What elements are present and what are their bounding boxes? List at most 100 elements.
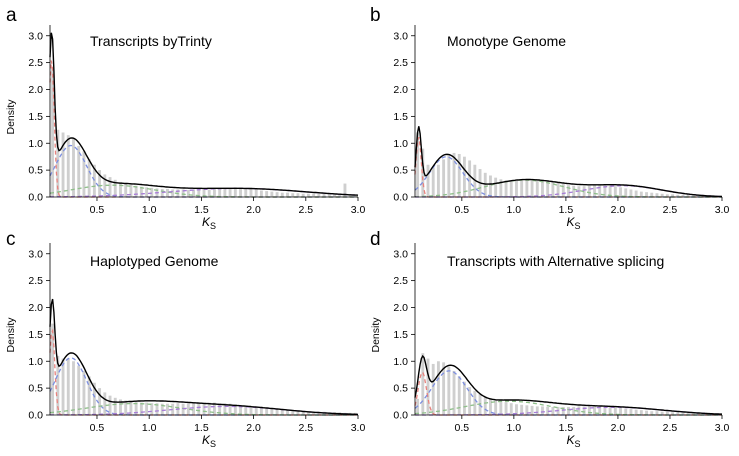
histogram-bar xyxy=(546,406,550,415)
histogram-bar xyxy=(598,185,602,197)
y-axis-label: Density xyxy=(5,99,17,135)
histogram-bar xyxy=(244,405,248,415)
y-tick-label: 1.0 xyxy=(393,356,408,368)
histogram-bar xyxy=(98,388,102,415)
histogram-bar xyxy=(280,410,284,415)
histogram-bar xyxy=(306,411,310,415)
y-tick-label: 2.5 xyxy=(28,57,43,69)
y-tick-label: 3.0 xyxy=(28,30,43,42)
histogram-bar xyxy=(426,164,430,197)
density-curve xyxy=(49,298,359,416)
histogram-bar xyxy=(119,399,122,415)
histogram-bar xyxy=(697,412,701,415)
histogram-bar xyxy=(572,185,576,197)
histogram-bar xyxy=(56,355,60,415)
histogram-bar xyxy=(291,193,295,197)
chart-title: Haplotyped Genome xyxy=(90,253,219,269)
histogram-bar xyxy=(333,194,336,197)
histogram-bar xyxy=(108,177,112,197)
y-tick-label: 1.0 xyxy=(393,138,408,150)
y-tick-label: 2.0 xyxy=(28,84,43,96)
histogram-bar xyxy=(535,179,539,197)
chart-title: Transcripts byTrinty xyxy=(90,33,212,49)
histogram-bar xyxy=(228,187,232,197)
histogram-bar xyxy=(598,406,602,415)
histogram-bar xyxy=(665,194,669,197)
histogram-bar xyxy=(87,159,91,197)
histogram-bar xyxy=(504,180,508,197)
histogram-bar xyxy=(587,406,591,415)
chart-panel-d: 0.0 0.5 1.0 1.5 2.0 2.5 3.0 0.5 1.0 1.5 2.0 2.5 3.0 K… xyxy=(370,229,729,449)
histogram-bar xyxy=(129,184,133,197)
histogram-bar xyxy=(655,193,659,197)
x-tick-label: 3.0 xyxy=(351,422,366,434)
y-tick-label: 2.0 xyxy=(393,302,408,314)
chart-panel-b: 0.0 0.5 1.0 1.5 2.0 2.5 3.0 0.5 1.0 1.5 2.0 2.5 3.0 K… xyxy=(370,5,729,231)
histogram-bar xyxy=(197,190,201,197)
histogram-bar xyxy=(61,358,65,415)
histogram-bar xyxy=(160,403,164,415)
histogram-bar xyxy=(483,396,487,415)
x-axis-label: KS xyxy=(566,215,580,231)
y-tick-label: 3.0 xyxy=(393,30,408,42)
x-tick-label: 0.5 xyxy=(455,422,470,434)
histogram-bar xyxy=(61,132,65,197)
histogram-bar xyxy=(593,185,596,197)
histogram-bar xyxy=(213,188,216,197)
histogram-bar xyxy=(546,180,550,197)
histogram-bar xyxy=(436,164,440,197)
x-tick-label: 1.5 xyxy=(559,204,574,216)
histogram-bar xyxy=(504,402,508,415)
histogram-bar xyxy=(134,185,138,197)
histogram-bar xyxy=(515,180,518,197)
histogram-bar xyxy=(499,179,503,197)
y-axis-label: Density xyxy=(5,317,17,353)
histogram-bar xyxy=(145,402,149,415)
histogram-bar xyxy=(645,410,648,415)
x-tick-label: 1.5 xyxy=(559,422,574,434)
histogram-bar xyxy=(134,402,138,415)
histogram-bar xyxy=(489,175,492,197)
histogram-bar xyxy=(145,187,149,197)
histogram-bar xyxy=(171,189,175,197)
histogram-bar xyxy=(561,406,565,415)
histogram-bar xyxy=(686,412,690,415)
histogram-bar xyxy=(87,376,91,415)
y-tick-label: 1.0 xyxy=(28,356,43,368)
histogram-bar xyxy=(166,403,169,415)
histogram-bar xyxy=(286,410,289,415)
histogram-bar xyxy=(343,183,347,197)
panel-letter: c xyxy=(6,229,16,250)
histogram-bar xyxy=(265,191,269,197)
histogram-bar xyxy=(650,192,654,197)
x-tick-label: 2.0 xyxy=(246,204,261,216)
y-tick-label: 3.0 xyxy=(393,248,408,260)
histogram-bar xyxy=(150,187,154,197)
histogram-bar xyxy=(520,404,524,415)
x-tick-label: 2.0 xyxy=(611,204,626,216)
histogram-bar xyxy=(259,408,263,415)
density-curve xyxy=(414,354,722,415)
histogram-bar xyxy=(582,186,586,197)
histogram-bar xyxy=(82,151,86,197)
histogram-bar xyxy=(681,194,685,197)
histogram-bar xyxy=(119,181,122,197)
histogram-bar xyxy=(447,155,451,197)
histogram-bar xyxy=(541,179,544,197)
x-tick-label: 2.5 xyxy=(298,204,313,216)
component-curve xyxy=(49,402,358,416)
histogram-bar xyxy=(421,353,425,415)
histogram-bar xyxy=(676,194,680,197)
histogram-bar xyxy=(259,190,263,197)
histogram-bar xyxy=(671,412,674,415)
histogram-bar xyxy=(139,402,143,415)
histogram-bar xyxy=(202,189,206,197)
histogram-bar xyxy=(468,160,472,197)
y-axis-label: Density xyxy=(370,317,382,353)
y-tick-label: 3.0 xyxy=(28,248,43,260)
histogram-bar xyxy=(275,192,279,197)
histogram-bar xyxy=(270,409,274,415)
y-tick-label: 2.0 xyxy=(28,302,43,314)
histogram-bar xyxy=(665,411,669,415)
